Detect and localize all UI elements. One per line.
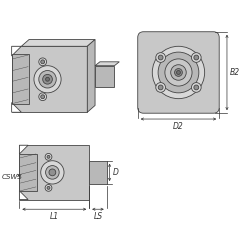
Text: D: D <box>113 168 118 177</box>
Circle shape <box>174 69 182 76</box>
Polygon shape <box>19 145 28 154</box>
Text: D2: D2 <box>173 122 184 131</box>
Circle shape <box>177 71 180 74</box>
Bar <box>89 161 107 184</box>
Circle shape <box>158 55 163 60</box>
Bar <box>95 66 114 87</box>
Circle shape <box>41 60 45 64</box>
Circle shape <box>152 46 205 99</box>
Circle shape <box>46 166 59 179</box>
Text: CSWS: CSWS <box>2 174 23 180</box>
FancyBboxPatch shape <box>138 32 219 113</box>
Polygon shape <box>19 191 28 199</box>
Circle shape <box>46 77 49 81</box>
Circle shape <box>39 93 47 101</box>
Circle shape <box>45 185 52 191</box>
Circle shape <box>49 169 56 176</box>
Bar <box>19 145 89 199</box>
Bar <box>12 54 29 104</box>
Circle shape <box>165 59 192 86</box>
Circle shape <box>34 66 61 93</box>
Circle shape <box>194 85 199 90</box>
Circle shape <box>41 95 45 99</box>
Bar <box>19 154 37 191</box>
Text: L1: L1 <box>50 212 59 221</box>
Circle shape <box>192 53 201 62</box>
Polygon shape <box>12 46 21 56</box>
Text: B2: B2 <box>230 68 240 77</box>
Bar <box>12 46 87 112</box>
Polygon shape <box>95 62 119 66</box>
Circle shape <box>158 52 199 93</box>
Polygon shape <box>12 102 21 112</box>
Circle shape <box>41 161 64 184</box>
Text: LS: LS <box>93 212 102 221</box>
Polygon shape <box>87 40 95 112</box>
Circle shape <box>47 156 50 158</box>
Circle shape <box>194 55 199 60</box>
Polygon shape <box>21 40 95 46</box>
Circle shape <box>45 153 52 160</box>
Circle shape <box>156 53 166 62</box>
Circle shape <box>156 83 166 92</box>
Circle shape <box>39 71 56 88</box>
Circle shape <box>171 65 186 80</box>
Circle shape <box>158 85 163 90</box>
Circle shape <box>192 83 201 92</box>
Circle shape <box>43 74 52 84</box>
Circle shape <box>47 186 50 189</box>
Circle shape <box>39 58 47 66</box>
